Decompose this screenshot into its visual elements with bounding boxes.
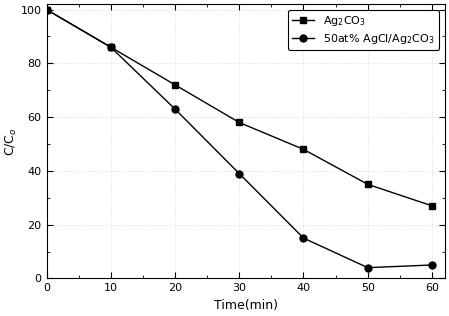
Ag$_2$CO$_3$	[301, 148, 306, 151]
Legend: Ag$_2$CO$_3$, 50at% AgCl/Ag$_2$CO$_3$: Ag$_2$CO$_3$, 50at% AgCl/Ag$_2$CO$_3$	[288, 10, 439, 50]
Ag$_2$CO$_3$	[365, 182, 370, 186]
X-axis label: Time(min): Time(min)	[214, 299, 277, 312]
Ag$_2$CO$_3$	[108, 45, 114, 49]
50at% AgCl/Ag$_2$CO$_3$	[44, 8, 49, 11]
Line: Ag$_2$CO$_3$: Ag$_2$CO$_3$	[43, 6, 436, 209]
50at% AgCl/Ag$_2$CO$_3$	[237, 172, 242, 175]
50at% AgCl/Ag$_2$CO$_3$	[365, 266, 370, 270]
Ag$_2$CO$_3$	[44, 8, 49, 11]
50at% AgCl/Ag$_2$CO$_3$	[429, 263, 435, 267]
50at% AgCl/Ag$_2$CO$_3$	[301, 236, 306, 240]
Line: 50at% AgCl/Ag$_2$CO$_3$: 50at% AgCl/Ag$_2$CO$_3$	[43, 6, 436, 271]
Y-axis label: C/C$_o$: C/C$_o$	[4, 127, 19, 156]
50at% AgCl/Ag$_2$CO$_3$	[172, 107, 178, 111]
Ag$_2$CO$_3$	[429, 204, 435, 208]
50at% AgCl/Ag$_2$CO$_3$	[108, 45, 114, 49]
Ag$_2$CO$_3$	[172, 83, 178, 87]
Ag$_2$CO$_3$	[237, 121, 242, 125]
